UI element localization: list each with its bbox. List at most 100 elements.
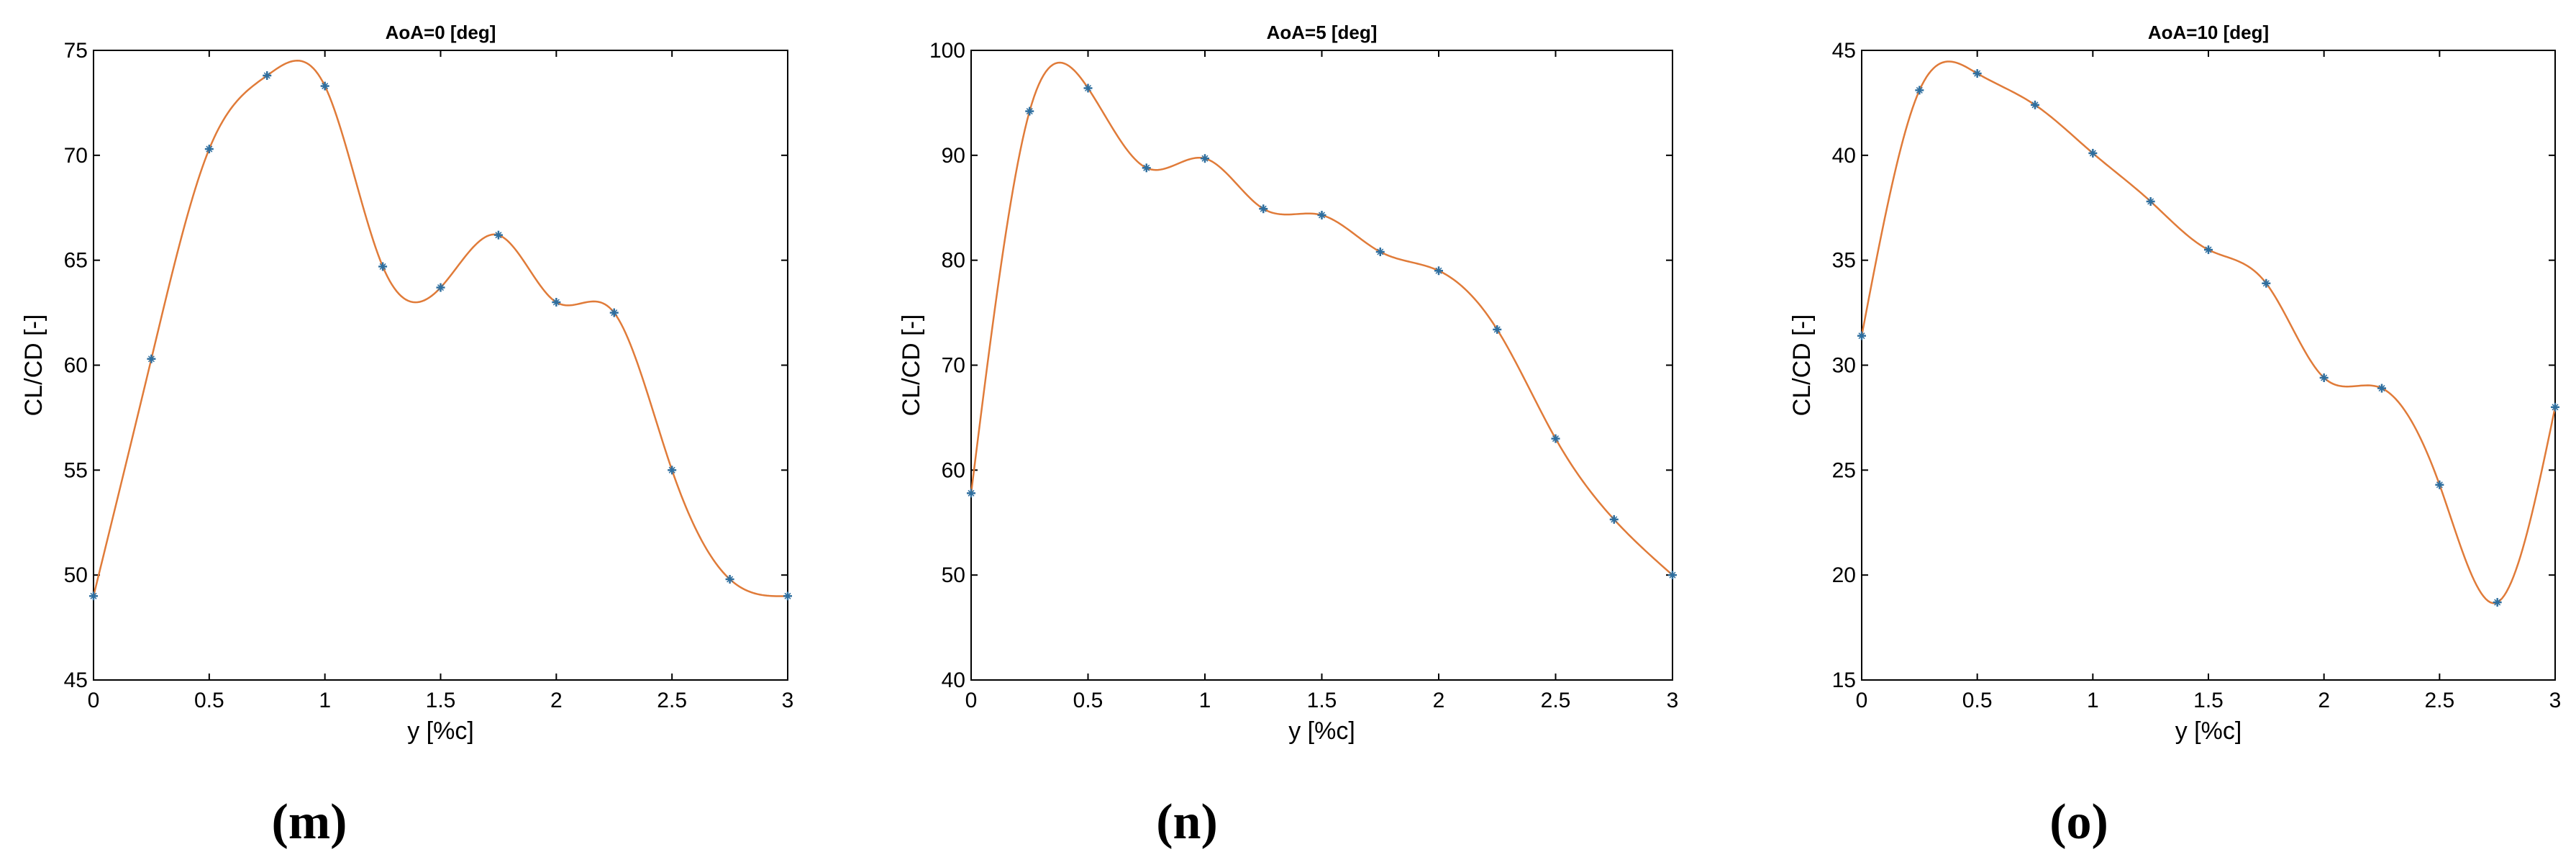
chart-panel-o: AoA=10 [deg] y [%c] CL/CD [-] (o) 0 0.5 1 1… (1788, 22, 2561, 850)
chart-title: AoA=10 [deg] (2148, 22, 2269, 43)
x-tick-label: 3 (782, 689, 794, 712)
y-tick-label: 80 (942, 249, 965, 273)
x-tick-label: 0.5 (1962, 689, 1993, 712)
plot-area (1861, 50, 2556, 681)
data-point-marker (725, 575, 734, 584)
data-point-marker (378, 262, 388, 271)
data-point-marker (1609, 514, 1619, 524)
data-point-marker (1201, 154, 1209, 163)
y-tick-label: 100 (929, 39, 965, 63)
chart-panel-m: AoA=0 [deg] y [%c] CL/CD [-] (m) 0 0.5 1 1.… (20, 22, 793, 850)
x-tick-label: 0 (965, 689, 978, 712)
x-tick-label: 3 (1667, 689, 1679, 712)
data-point-marker (263, 71, 272, 80)
data-point-marker (1317, 210, 1326, 219)
y-tick-label: 45 (1832, 39, 1856, 63)
y-tick-label: 30 (1832, 354, 1856, 378)
data-point-marker (147, 354, 156, 363)
plot-area (970, 50, 1673, 681)
y-tick-label: 50 (942, 563, 965, 587)
data-point-marker (493, 230, 503, 240)
data-point-marker (1668, 571, 1677, 580)
y-tick-label: 20 (1832, 563, 1856, 587)
x-tick-label: 2 (1433, 689, 1445, 712)
y-tick-label: 60 (942, 458, 965, 482)
y-tick-label: 40 (1832, 144, 1856, 168)
y-axis-label: CL/CD [-] (20, 314, 47, 417)
data-point-marker (2204, 245, 2213, 255)
x-tick-label: 0 (1856, 689, 1868, 712)
x-tick-label: 2 (2318, 689, 2330, 712)
data-point-marker (1259, 204, 1268, 214)
data-point-marker (1857, 331, 1866, 340)
panel-label: (n) (1156, 794, 1218, 850)
x-tick-label: 1 (319, 689, 331, 712)
data-point-marker (1972, 69, 1982, 78)
x-axis-label: y [%c] (407, 717, 474, 745)
data-point-marker (1915, 86, 1924, 95)
y-tick-label: 70 (942, 354, 965, 378)
data-point-marker (2146, 197, 2155, 206)
y-tick-label: 90 (942, 144, 965, 168)
x-tick-label: 3 (2549, 689, 2562, 712)
x-tick-label: 1 (1199, 689, 1211, 712)
x-tick-label: 2.5 (1541, 689, 1571, 712)
x-tick-label: 1 (2087, 689, 2099, 712)
data-point-marker (204, 145, 214, 154)
data-point-marker (1083, 83, 1093, 93)
data-point-marker (1375, 248, 1385, 256)
x-tick-label: 2.5 (657, 689, 687, 712)
chart-title: AoA=5 [deg] (1267, 22, 1378, 43)
data-point-marker (967, 489, 975, 498)
data-point-marker (1142, 163, 1151, 173)
x-tick-label: 2 (550, 689, 563, 712)
panel-label: (m) (272, 794, 347, 850)
data-point-marker (1434, 266, 1443, 276)
x-tick-label: 1.5 (1307, 689, 1337, 712)
y-axis-label: CL/CD [-] (1788, 314, 1816, 417)
data-point-marker (1551, 434, 1560, 443)
y-tick-label: 25 (1832, 458, 1856, 482)
data-point-marker (2319, 373, 2329, 382)
data-point-marker (2377, 384, 2386, 393)
y-axis-label: CL/CD [-] (898, 314, 925, 417)
data-point-marker (2031, 100, 2039, 109)
x-axis-label: y [%c] (2175, 717, 2242, 745)
data-point-marker (1025, 106, 1034, 116)
data-point-marker (2262, 278, 2271, 288)
x-tick-label: 1.5 (2193, 689, 2224, 712)
data-point-marker (609, 308, 619, 317)
data-point-marker (2551, 402, 2559, 412)
data-point-marker (89, 591, 98, 601)
chart-title: AoA=0 [deg] (386, 22, 496, 43)
y-tick-label: 75 (64, 39, 88, 63)
x-tick-label: 2.5 (2424, 689, 2454, 712)
y-tick-label: 50 (64, 563, 88, 587)
y-tick-label: 65 (64, 249, 88, 273)
data-point-marker (1493, 325, 1502, 334)
y-tick-label: 45 (64, 668, 88, 692)
data-point-marker (2435, 480, 2444, 489)
data-point-marker (552, 298, 561, 307)
y-tick-label: 70 (64, 144, 88, 168)
data-point-marker (668, 466, 677, 475)
data-point-marker (436, 283, 445, 292)
x-tick-label: 1.5 (426, 689, 456, 712)
x-tick-label: 0.5 (1073, 689, 1103, 712)
data-point-marker (2493, 598, 2502, 607)
y-tick-label: 15 (1832, 668, 1856, 692)
data-point-marker (783, 591, 792, 601)
plot-area (93, 50, 788, 681)
y-tick-label: 35 (1832, 249, 1856, 273)
y-tick-label: 60 (64, 354, 88, 378)
data-point-marker (320, 81, 329, 91)
x-tick-label: 0 (88, 689, 100, 712)
data-point-marker (2088, 148, 2098, 158)
chart-panel-n: AoA=5 [deg] y [%c] CL/CD [-] (n) 0 0.5 1 1.… (898, 22, 1678, 850)
y-tick-label: 55 (64, 458, 88, 482)
panel-label: (o) (2049, 794, 2108, 850)
x-axis-label: y [%c] (1288, 717, 1355, 745)
y-tick-label: 40 (942, 668, 965, 692)
x-tick-label: 0.5 (194, 689, 224, 712)
